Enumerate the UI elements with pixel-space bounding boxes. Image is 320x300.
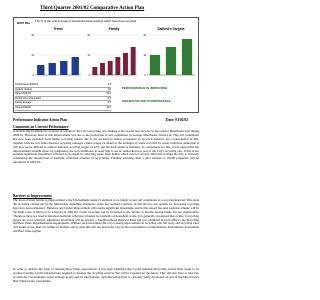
panel-title: Trend: [53, 27, 62, 31]
row-value: 6.8: [107, 83, 111, 86]
bar: [48, 63, 56, 75]
bar: [37, 65, 45, 75]
y-tick-label: 0: [89, 74, 91, 77]
y-tick-label: 20: [31, 34, 34, 37]
trend-status: PERFORMANCE IS IMPROVING: [122, 86, 168, 90]
comments-text: A notable improvement has occurred in re…: [13, 129, 199, 165]
bar: [107, 61, 113, 75]
panel-title: Family: [109, 27, 120, 31]
comments-heading: Comments on Current Performance: [13, 125, 69, 129]
bar: [115, 57, 121, 75]
table-row: Quartile ranking 3rd: [15, 88, 111, 93]
row-value: 9.5: [107, 101, 111, 105]
plan-date: Date: 03/02/02: [166, 118, 189, 122]
table-row: Performance 2000/01 6.8: [15, 83, 111, 88]
row-label: Target 2002/03: [15, 105, 31, 109]
barriers-text: The most obvious barrier to improvement …: [13, 198, 199, 234]
y-tick-label: 0: [145, 74, 147, 77]
bar: [165, 47, 177, 75]
row-label: Quartile ranking: [15, 87, 32, 91]
bar: [60, 61, 68, 75]
table-row: Family average 9.5: [15, 101, 111, 106]
row-label: Target 2001/02: [15, 92, 31, 96]
barriers-heading: Barriers to Improvement: [13, 194, 52, 198]
y-tick-label: 10: [143, 54, 146, 57]
indicator-chart: BVPI 82a The % of the total tonnage of h…: [17, 19, 195, 77]
bar: [92, 67, 98, 75]
row-value: 10.0: [106, 92, 111, 96]
y-tick-label: 20: [87, 34, 90, 37]
barriers-text-2: In order to address the issue of meeting…: [13, 267, 199, 283]
bar: [100, 63, 105, 75]
bar: [71, 57, 79, 75]
bar: [181, 39, 193, 75]
row-value: 3rd: [107, 87, 111, 91]
document-page: Third Quarter 2001/02 Comparative Action…: [13, 6, 199, 283]
performance-table: Performance 2000/01 6.8 Quartile ranking 3r…: [15, 83, 111, 111]
bar: [130, 47, 136, 75]
row-value: 8.9: [107, 96, 111, 100]
y-tick-label: 10: [87, 54, 90, 57]
row-value: 14.0: [106, 105, 111, 109]
bar: [123, 53, 128, 75]
table-row: Performance this quarter 8.9: [15, 97, 111, 102]
table-row: Target 2002/03 14.0: [15, 106, 111, 111]
indicator-box: [13, 17, 199, 113]
page-title: Third Quarter 2001/02 Comparative Action…: [40, 6, 145, 11]
action-plan-heading: Performance Indicator Action Plan: [13, 118, 67, 122]
direction-status: HIGHER FIGURE IS PREFERABLE: [122, 99, 171, 103]
row-label: Family average: [15, 101, 32, 105]
indicator-description: The % of the total tonnage of household …: [35, 19, 137, 23]
table-row: Target 2001/02 10.0: [15, 92, 111, 97]
row-label: Performance 2000/01: [15, 83, 38, 86]
panel-title: Salford's Targets: [157, 27, 184, 31]
y-tick-label: 20: [143, 34, 146, 37]
y-tick-label: 10: [31, 54, 34, 57]
indicator-code: BVPI 82a: [17, 21, 30, 25]
bar: [149, 55, 161, 75]
y-tick-label: 0: [33, 74, 35, 77]
row-label: Performance this quarter: [15, 96, 42, 100]
